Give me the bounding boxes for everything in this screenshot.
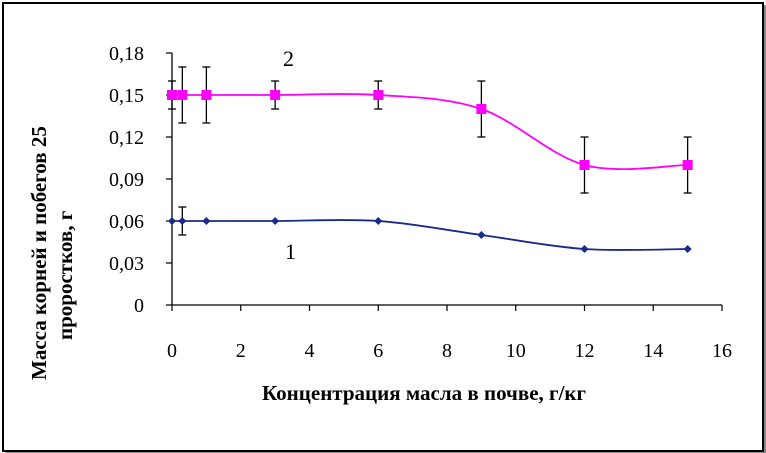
series-1-point <box>271 217 280 225</box>
series-1-point <box>580 245 589 253</box>
series-1-point <box>178 217 187 225</box>
x-axis-title: Концентрация масла в почве, г/кг <box>262 381 586 405</box>
series-1-point <box>477 231 486 239</box>
series-1-point <box>168 217 176 225</box>
series-1-point <box>374 217 383 225</box>
series-2-line <box>171 93 688 171</box>
x-tick-label: 0 <box>167 340 177 362</box>
axes <box>166 52 723 311</box>
series-1-label: 1 <box>285 239 296 264</box>
series-2-point <box>682 160 693 170</box>
x-tick-label: 2 <box>236 340 246 362</box>
x-tick-label: 12 <box>575 340 595 362</box>
y-tick-label: 0,09 <box>109 169 144 191</box>
series-1-point <box>202 217 211 225</box>
x-tick-label: 16 <box>712 340 732 362</box>
series-2-point <box>201 90 212 100</box>
series-1-point <box>683 245 692 253</box>
series-2-point <box>476 104 487 114</box>
x-tick-label: 10 <box>506 340 526 362</box>
series-2-point <box>270 90 281 100</box>
y-tick-label: 0,18 <box>109 43 144 65</box>
x-tick-label: 4 <box>305 340 315 362</box>
y-axis-title-line-1: Масса корней и побегов 25 <box>27 126 51 380</box>
y-tick-label: 0,15 <box>109 85 144 107</box>
y-tick-label: 0 <box>134 295 144 317</box>
y-axis-title-line-2: проростков, г <box>53 211 77 340</box>
x-tick-label: 14 <box>643 340 663 362</box>
series-1-line <box>172 219 688 251</box>
y-tick-label: 0,03 <box>109 253 144 275</box>
y-tick-label: 0,12 <box>109 127 144 149</box>
series-2-point <box>167 90 177 100</box>
x-tick-label: 6 <box>373 340 383 362</box>
series-2-point <box>579 160 590 170</box>
series-lines <box>171 93 688 251</box>
series-2-point <box>373 90 384 100</box>
y-tick-labels: 0 0,03 0,06 0,09 0,12 0,15 0,18 <box>109 43 144 317</box>
y-axis-title: Масса корней и побегов 25 проростков, г <box>27 126 77 380</box>
x-tick-label: 8 <box>442 340 452 362</box>
series-2-label: 2 <box>283 46 294 71</box>
x-tick-labels: 0 2 4 6 8 10 12 14 16 <box>167 340 732 362</box>
series-markers <box>167 90 693 253</box>
y-tick-label: 0,06 <box>109 211 144 233</box>
series-2-point <box>177 90 188 100</box>
error-bars <box>168 66 692 236</box>
